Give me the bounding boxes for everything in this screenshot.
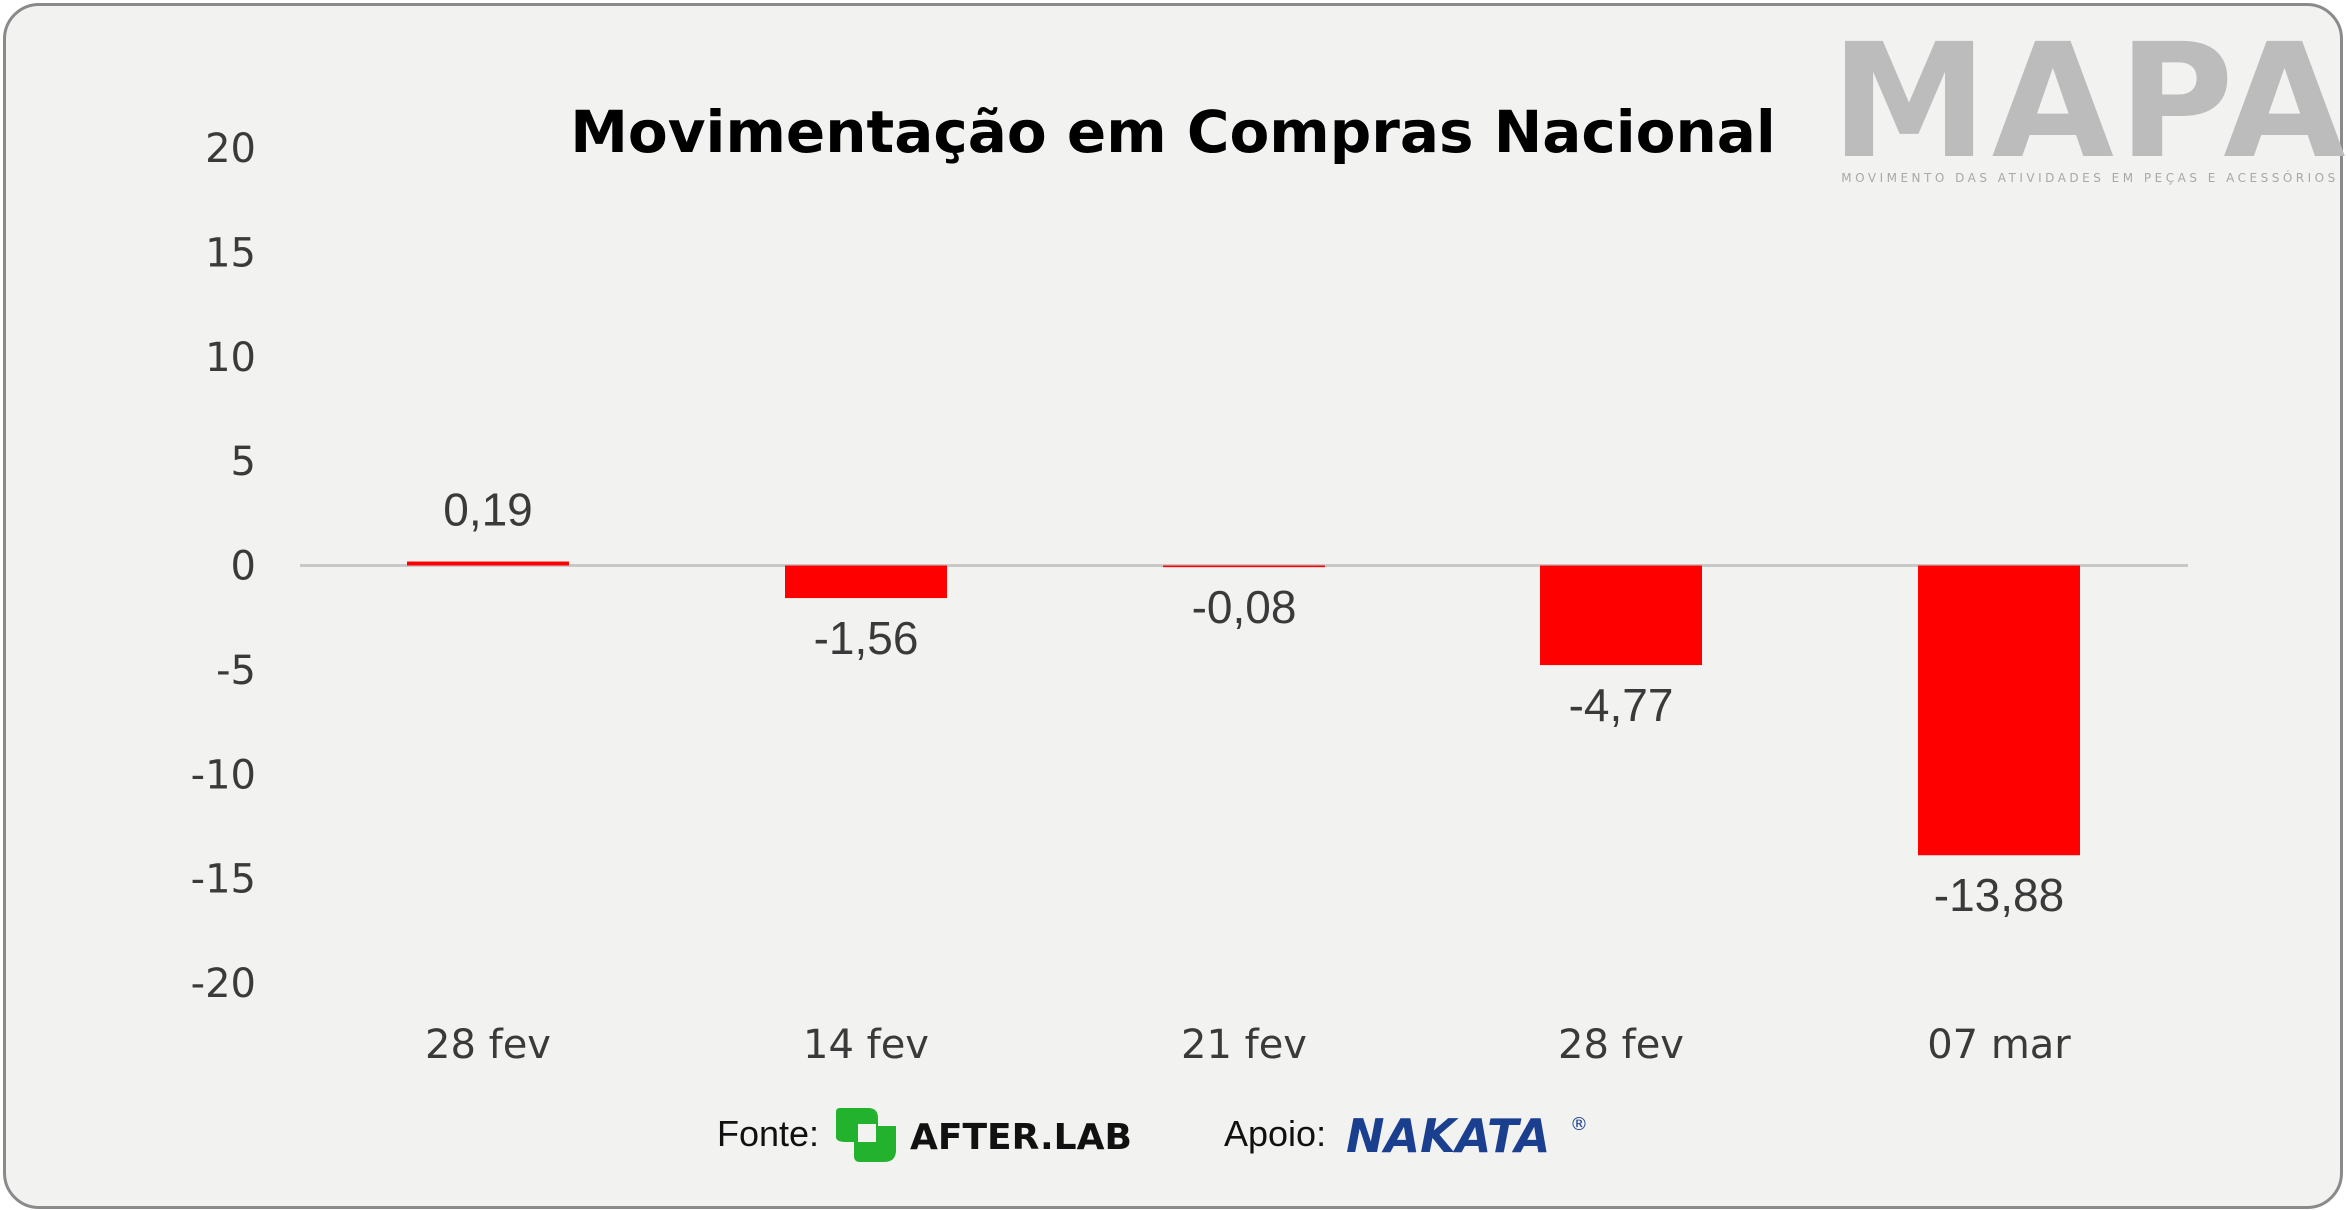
afterlab-logo-icon — [836, 1108, 896, 1162]
y-tick-label: -20 — [191, 961, 256, 1007]
y-tick-label: -5 — [216, 648, 256, 694]
mapa-logo-tagline: MOVIMENTO DAS ATIVIDADES EM PEÇAS E ACES… — [1841, 170, 2338, 185]
data-label: -13,88 — [1934, 869, 2064, 921]
y-tick-label: -10 — [191, 752, 256, 798]
y-axis: 20 15 10 5 0 -5 -10 -15 -20 — [191, 126, 256, 1007]
y-tick-label: -15 — [191, 857, 256, 903]
source-label: Fonte: — [717, 1113, 819, 1154]
bar — [1163, 565, 1325, 568]
data-label: -4,77 — [1569, 679, 1674, 731]
x-tick-label: 28 fev — [1558, 1022, 1684, 1068]
data-label: -1,56 — [814, 612, 919, 664]
bar — [1918, 565, 2080, 856]
y-tick-label: 20 — [205, 126, 256, 172]
nakata-logo: NAKATA — [1346, 1109, 1550, 1163]
bar — [785, 565, 947, 599]
x-tick-label: 07 mar — [1927, 1022, 2071, 1068]
x-tick-label: 21 fev — [1181, 1022, 1307, 1068]
x-tick-label: 28 fev — [425, 1022, 551, 1068]
y-tick-label: 5 — [231, 439, 256, 485]
chart-title: Movimentação em Compras Nacional — [570, 98, 1776, 166]
bar — [407, 561, 569, 566]
bar — [1540, 565, 1702, 666]
data-label: 0,19 — [443, 484, 533, 536]
y-tick-label: 15 — [205, 230, 256, 276]
x-axis: 28 fev 14 fev 21 fev 28 fev 07 mar — [425, 1022, 2071, 1068]
data-label: -0,08 — [1192, 581, 1297, 633]
y-tick-label: 0 — [231, 544, 256, 590]
x-tick-label: 14 fev — [803, 1022, 929, 1068]
bars — [407, 561, 2080, 856]
data-labels: 0,19 -1,56 -0,08 -4,77 -13,88 — [443, 484, 2064, 922]
y-tick-label: 10 — [205, 335, 256, 381]
mapa-logo-text: MAPA — [1830, 10, 2346, 194]
nakata-registered-mark: ® — [1570, 1114, 1588, 1135]
support-label: Apoio: — [1224, 1113, 1326, 1154]
afterlab-name: AFTER.LAB — [910, 1117, 1132, 1158]
mapa-logo: MAPA MOVIMENTO DAS ATIVIDADES EM PEÇAS E… — [1830, 10, 2346, 194]
footer: Fonte: AFTER.LAB Apoio: NAKATA ® — [717, 1108, 1588, 1163]
